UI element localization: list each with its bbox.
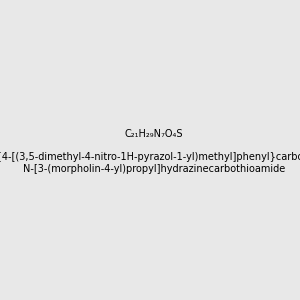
Text: C₂₁H₂₉N₇O₄S

2-({4-[(3,5-dimethyl-4-nitro-1H-pyrazol-1-yl)methyl]phenyl}carbonyl: C₂₁H₂₉N₇O₄S 2-({4-[(3,5-dimethyl-4-nitro… [0,129,300,174]
